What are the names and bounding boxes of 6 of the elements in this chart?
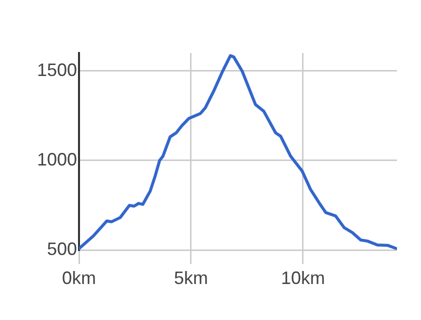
y-tick-label: 1000	[36, 149, 77, 170]
x-tick-label: 5km	[174, 268, 208, 288]
y-tick-label: 1500	[36, 60, 77, 80]
y-tick-label: 500	[46, 238, 77, 259]
x-tick-label: 10km	[280, 268, 325, 288]
x-tick-label: 0km	[62, 268, 96, 288]
